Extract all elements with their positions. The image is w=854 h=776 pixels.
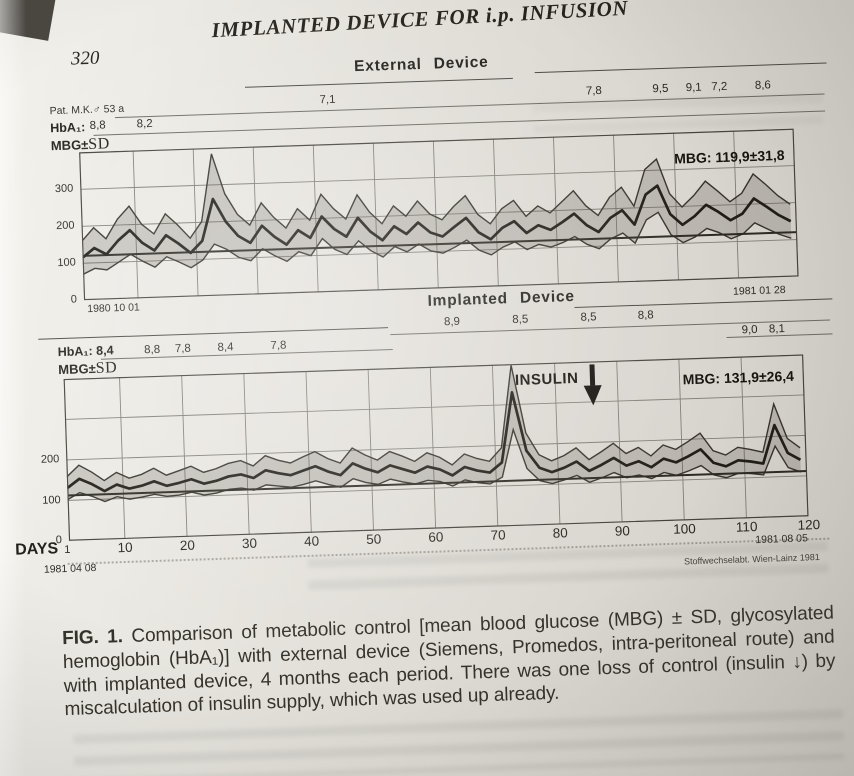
day-tick-label: 40 bbox=[303, 533, 320, 550]
day-tick-label: 30 bbox=[241, 535, 258, 552]
chart1-start-date: 1980 10 01 bbox=[87, 301, 141, 316]
mbg-stat: MBG: 119,9±31,8 bbox=[674, 147, 785, 167]
y-tick-label: 300 bbox=[54, 182, 74, 196]
page-number: 320 bbox=[70, 47, 100, 70]
day-tick-label: 120 bbox=[797, 516, 821, 533]
insulin-annotation: INSULIN bbox=[515, 370, 579, 389]
y-tick-label: 100 bbox=[42, 493, 61, 507]
day-tick-label: 20 bbox=[179, 537, 196, 554]
external-device-chart: MBG: 119,9±31,8 bbox=[79, 128, 799, 301]
hba-value: 7,2 bbox=[711, 80, 728, 94]
insulin-arrow-shaft bbox=[589, 364, 596, 386]
day-tick-label: 70 bbox=[490, 527, 506, 543]
figure-caption-label: FIG. 1. bbox=[61, 626, 124, 650]
chart1-title: External Device bbox=[353, 53, 489, 76]
hba-value: 8,9 bbox=[443, 315, 461, 329]
chart1-title-rule-right bbox=[534, 62, 827, 74]
day-tick-label: 60 bbox=[428, 529, 444, 545]
insulin-arrow-head bbox=[583, 385, 602, 406]
bleed-through-text bbox=[73, 709, 845, 776]
hba-value: 9,0 bbox=[741, 323, 758, 337]
implanted-device-chart: INSULIN MBG: 131,9±26,4 bbox=[63, 354, 809, 541]
y-tick-label: 200 bbox=[40, 453, 60, 466]
y-tick-label: 0 bbox=[70, 293, 78, 306]
hba-value: 8,8 bbox=[143, 343, 161, 357]
day-tick-label: 10 bbox=[117, 539, 133, 556]
day-tick-label: 100 bbox=[673, 521, 697, 537]
hba-value: 8,2 bbox=[136, 117, 153, 131]
running-header: IMPLANTED DEVICE FOR i.p. INFUSION bbox=[210, 0, 629, 43]
axis-start-date: 1981 04 08 bbox=[43, 561, 97, 576]
page-fold-highlight bbox=[0, 0, 26, 776]
hba-value: 7,8 bbox=[270, 339, 287, 353]
chart2-ylabel: MBG±SD bbox=[58, 359, 118, 378]
hba-value: 7,8 bbox=[174, 342, 192, 356]
y-tick-label: 100 bbox=[57, 256, 76, 270]
hba-value: 9,5 bbox=[652, 82, 669, 96]
hba-value: 8,6 bbox=[754, 79, 772, 92]
hba-value: 8,4 bbox=[217, 341, 234, 354]
mbg-stat: MBG: 131,9±26,4 bbox=[682, 368, 794, 388]
y-tick-label: 200 bbox=[55, 219, 75, 233]
hba-value: 8,8 bbox=[637, 309, 654, 322]
hba-value: 9,1 bbox=[685, 81, 702, 95]
hba-value: 7,8 bbox=[585, 84, 603, 98]
hba-value: 8,5 bbox=[580, 311, 597, 324]
bleed-through-text bbox=[307, 541, 829, 603]
figure-caption: FIG. 1. Comparison of metabolic control … bbox=[62, 602, 837, 723]
day-tick-label: 110 bbox=[735, 519, 758, 535]
day-tick-label: 80 bbox=[552, 525, 568, 541]
day-tick-label: 50 bbox=[366, 531, 382, 547]
day-tick-label: 90 bbox=[614, 523, 631, 539]
hba-value: 8,8 bbox=[89, 119, 106, 132]
figure-caption-text: Comparison of metabolic control [mean bl… bbox=[62, 602, 836, 721]
days-axis-first-tick: 1 bbox=[64, 543, 71, 557]
hba-value: 7,1 bbox=[319, 93, 336, 107]
hba-value: 8,5 bbox=[512, 313, 529, 327]
hba-value: 8,1 bbox=[768, 323, 786, 336]
y-tick-label: 0 bbox=[55, 534, 63, 547]
